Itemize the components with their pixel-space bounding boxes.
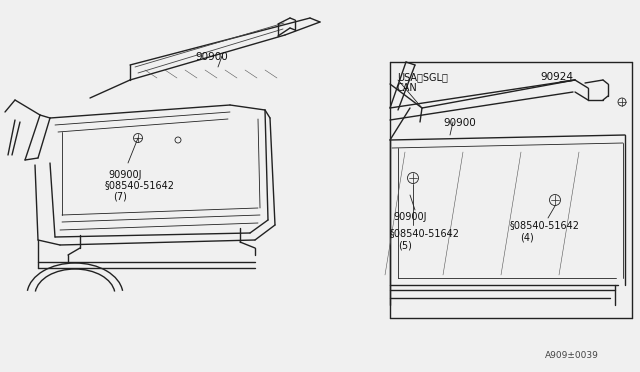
Text: §08540-51642: §08540-51642	[105, 180, 175, 190]
Text: 90900: 90900	[195, 52, 228, 62]
Text: CAN: CAN	[397, 83, 418, 93]
Text: §08540-51642: §08540-51642	[390, 228, 460, 238]
Text: (5): (5)	[398, 240, 412, 250]
Text: §08540-51642: §08540-51642	[510, 220, 580, 230]
Text: 90900J: 90900J	[393, 212, 426, 222]
Text: A909±0039: A909±0039	[545, 350, 599, 359]
Text: 90900: 90900	[443, 118, 476, 128]
Text: USA〈SGL〉: USA〈SGL〉	[397, 72, 448, 82]
Text: 90900J: 90900J	[108, 170, 141, 180]
Text: (4): (4)	[520, 232, 534, 242]
Text: (7): (7)	[113, 191, 127, 201]
Text: 90924: 90924	[540, 72, 573, 82]
